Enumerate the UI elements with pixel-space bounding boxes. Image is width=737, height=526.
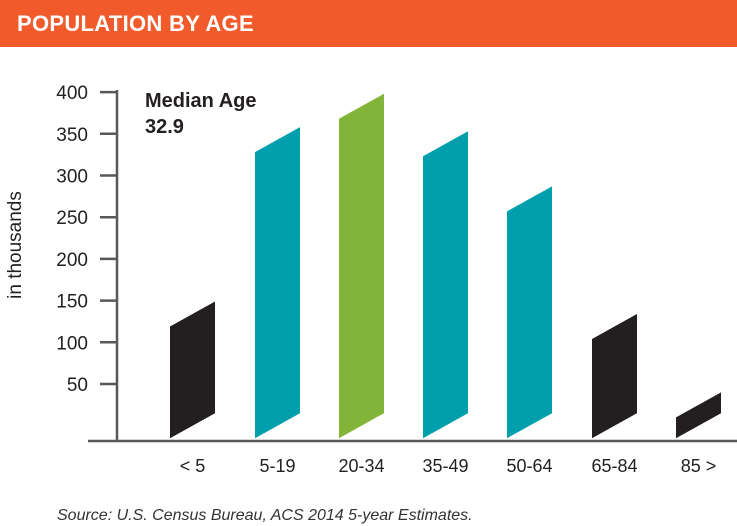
y-tick-label: 350: [56, 125, 88, 146]
bar--5: [170, 301, 215, 439]
y-tick-label: 250: [56, 208, 88, 229]
y-tick-label: 400: [56, 83, 88, 104]
y-axis-label: in thousands: [5, 191, 26, 299]
y-tick-label: 50: [67, 375, 88, 396]
median-age-label: Median Age: [145, 90, 257, 112]
bar-35-49: [423, 131, 468, 439]
x-tick-label: 50-64: [506, 456, 552, 476]
bar-20-34: [339, 93, 384, 439]
y-tick-label: 200: [56, 250, 88, 271]
x-tick-label: 5-19: [259, 456, 295, 476]
y-tick-label: 100: [56, 333, 88, 354]
chart-title: POPULATION BY AGE: [17, 11, 254, 36]
source-note: Source: U.S. Census Bureau, ACS 2014 5-y…: [57, 507, 473, 524]
y-tick-label: 300: [56, 167, 88, 188]
x-tick-label: < 5: [180, 456, 206, 476]
bar-85-: [676, 392, 721, 439]
header-banner: POPULATION BY AGE: [0, 0, 737, 47]
x-tick-label: 20-34: [338, 456, 384, 476]
x-tick-label: 85 >: [681, 456, 717, 476]
y-tick-label: 150: [56, 292, 88, 313]
bar-50-64: [507, 186, 552, 439]
bar-5-19: [255, 127, 300, 439]
median-age-value: 32.9: [145, 116, 184, 138]
x-tick-label: 65-84: [591, 456, 637, 476]
bar-65-84: [592, 313, 637, 439]
x-tick-label: 35-49: [422, 456, 468, 476]
